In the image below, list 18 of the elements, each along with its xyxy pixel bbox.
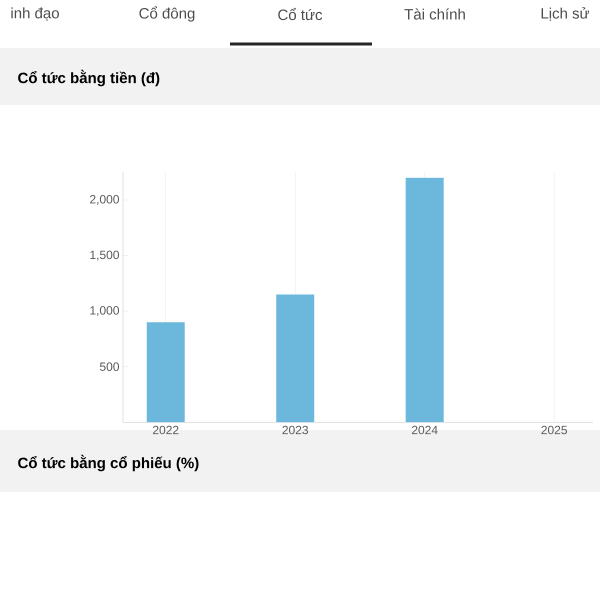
x-tick-label: 2024: [412, 426, 438, 434]
y-tick-label: 1,000: [90, 306, 120, 316]
bar: [146, 322, 185, 422]
text: Cổ đông: [139, 6, 194, 22]
text: Cổ tức bằng cổ phiếu (%): [18, 454, 198, 472]
text: Lịch sử: [542, 7, 590, 21]
y-tick-label: 2,000: [90, 195, 120, 205]
y-tick-label: 1,500: [90, 250, 120, 261]
x-tick-label: 2022: [152, 426, 178, 434]
text: Cổ tức: [278, 8, 322, 20]
x-tick-label: 2023: [282, 426, 308, 434]
bar: [406, 178, 444, 422]
text: inh đạo: [11, 7, 59, 21]
bar: [276, 294, 314, 422]
text: Tài chính: [404, 8, 465, 20]
x-tick-label: 2025: [541, 426, 567, 434]
y-tick-label: 500: [100, 362, 120, 371]
chart-title: Cổ tức bằng tiền (đ): [18, 70, 160, 86]
